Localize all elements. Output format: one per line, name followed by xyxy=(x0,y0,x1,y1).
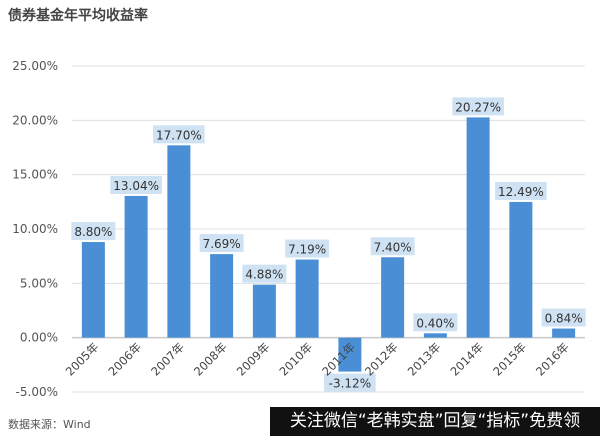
bar xyxy=(381,257,405,338)
watermark-banner: 关注微信“老韩实盘”回复“指标”免费领 xyxy=(270,407,600,436)
data-label-box xyxy=(199,234,244,253)
bar xyxy=(423,333,447,338)
data-label: 0.40% xyxy=(416,316,454,330)
bar xyxy=(552,328,576,338)
y-tick-label: 10.00% xyxy=(12,222,58,236)
x-tick-label: 2016年 xyxy=(533,340,572,379)
bar xyxy=(338,337,362,372)
x-tick-label: 2006年 xyxy=(106,340,145,379)
data-label-box xyxy=(452,97,504,116)
data-label-box xyxy=(242,264,287,283)
x-tick-label: 2009年 xyxy=(234,340,273,379)
data-label-box xyxy=(495,181,547,200)
data-label: 4.88% xyxy=(245,268,283,282)
bar xyxy=(81,242,105,338)
data-label: 0.84% xyxy=(545,312,583,326)
x-tick-label: 2012年 xyxy=(362,340,401,379)
data-label-box xyxy=(413,313,458,332)
data-source: 数据来源：Wind xyxy=(8,418,91,431)
data-label-box xyxy=(110,175,162,194)
x-tick-label: 2015年 xyxy=(490,340,529,379)
bar xyxy=(509,201,533,338)
data-label-box xyxy=(541,308,586,327)
data-label-box xyxy=(285,239,330,258)
y-tick-label: -5.00% xyxy=(16,385,58,399)
data-label: 7.19% xyxy=(288,243,326,257)
x-tick-label: 2008年 xyxy=(191,340,230,379)
x-tick-label: 2007年 xyxy=(148,340,187,379)
bar xyxy=(295,259,319,338)
x-tick-label: 2010年 xyxy=(277,340,316,379)
y-tick-label: 20.00% xyxy=(12,113,58,127)
y-tick-label: 5.00% xyxy=(20,276,58,290)
data-label-box xyxy=(153,125,205,144)
data-label: 7.40% xyxy=(374,240,412,254)
bar xyxy=(210,254,234,338)
y-tick-label: 15.00% xyxy=(12,168,58,182)
data-label-box xyxy=(370,237,415,256)
bar xyxy=(252,284,276,338)
y-tick-label: 0.00% xyxy=(20,331,58,345)
data-label-box xyxy=(324,373,376,392)
chart-title: 债券基金年平均收益率 xyxy=(8,8,148,24)
y-tick-label: 25.00% xyxy=(12,59,58,73)
data-label: 13.04% xyxy=(113,179,159,193)
data-label: 7.69% xyxy=(203,237,241,251)
x-tick-label: 2014年 xyxy=(448,340,487,379)
data-label-box xyxy=(71,222,116,241)
bar xyxy=(124,195,148,338)
bar xyxy=(167,145,191,338)
data-label: -3.12% xyxy=(329,377,371,391)
x-tick-label: 2013年 xyxy=(405,340,444,379)
bar xyxy=(466,117,490,338)
data-label: 20.27% xyxy=(455,100,501,114)
data-label: 12.49% xyxy=(498,185,544,199)
data-label: 17.70% xyxy=(156,128,202,142)
data-label: 8.80% xyxy=(74,225,112,239)
x-tick-label: 2005年 xyxy=(63,340,102,379)
